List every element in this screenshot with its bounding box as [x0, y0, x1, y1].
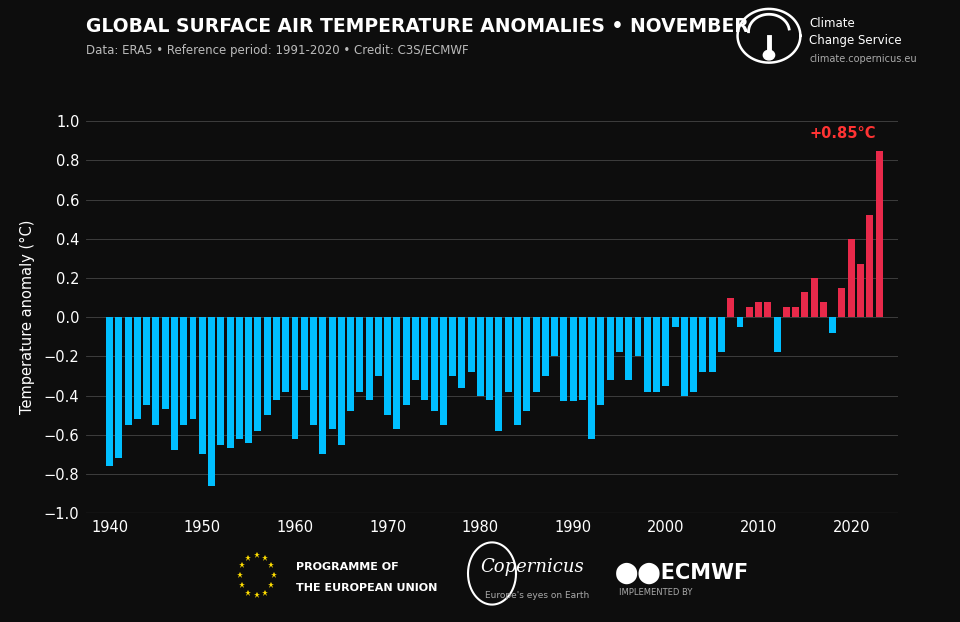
Bar [115, 317, 122, 458]
Bar [468, 317, 474, 372]
Bar [838, 288, 846, 317]
Bar [607, 317, 613, 380]
Bar [440, 317, 446, 425]
Bar [810, 278, 818, 317]
Bar [736, 317, 743, 327]
Bar [672, 317, 679, 327]
Bar [523, 317, 530, 411]
Bar [300, 317, 308, 390]
Bar [718, 317, 725, 353]
Bar [829, 317, 836, 333]
Bar [320, 317, 326, 454]
Bar [161, 317, 169, 409]
Bar [653, 317, 660, 392]
Bar [125, 317, 132, 425]
Bar [171, 317, 178, 450]
Bar [514, 317, 521, 425]
Bar [449, 317, 456, 376]
Text: Copernicus: Copernicus [480, 558, 584, 576]
Bar [690, 317, 697, 392]
Bar [431, 317, 438, 411]
Bar [561, 317, 567, 401]
Bar [394, 317, 400, 429]
Bar [328, 317, 336, 429]
Text: Europe's eyes on Earth: Europe's eyes on Earth [485, 591, 589, 600]
Bar [820, 302, 827, 317]
Bar [282, 317, 289, 392]
Bar [505, 317, 512, 392]
Bar [217, 317, 225, 445]
Y-axis label: Temperature anomaly (°C): Temperature anomaly (°C) [20, 220, 36, 414]
Bar [189, 317, 197, 419]
Bar [774, 317, 780, 353]
Bar [857, 264, 864, 317]
Bar [264, 317, 271, 415]
Bar [199, 317, 205, 454]
Bar [782, 307, 790, 317]
Bar [412, 317, 419, 380]
Bar [273, 317, 280, 399]
Bar [180, 317, 187, 425]
Bar [348, 317, 354, 411]
Text: climate.copernicus.eu: climate.copernicus.eu [809, 54, 917, 64]
Bar [728, 298, 734, 317]
Bar [579, 317, 586, 399]
Text: Climate
Change Service: Climate Change Service [809, 17, 901, 47]
Text: ⬤⬤ECMWF: ⬤⬤ECMWF [614, 563, 749, 584]
Bar [495, 317, 502, 431]
Bar [458, 317, 466, 388]
Bar [153, 317, 159, 425]
Bar [764, 302, 771, 317]
Bar [756, 302, 762, 317]
Bar [644, 317, 651, 392]
Bar [541, 317, 549, 376]
Text: GLOBAL SURFACE AIR TEMPERATURE ANOMALIES • NOVEMBER: GLOBAL SURFACE AIR TEMPERATURE ANOMALIES… [86, 17, 749, 37]
Bar [681, 317, 688, 396]
Bar [403, 317, 410, 406]
Text: PROGRAMME OF: PROGRAMME OF [296, 562, 398, 572]
Bar [254, 317, 261, 431]
Bar [143, 317, 150, 406]
Bar [708, 317, 715, 372]
Bar [477, 317, 484, 396]
Text: Data: ERA5 • Reference period: 1991-2020 • Credit: C3S/ECMWF: Data: ERA5 • Reference period: 1991-2020… [86, 44, 469, 57]
Bar [588, 317, 595, 439]
Bar [107, 317, 113, 466]
Bar [551, 317, 558, 356]
Bar [366, 317, 372, 399]
Bar [421, 317, 428, 399]
Text: IMPLEMENTED BY: IMPLEMENTED BY [619, 588, 692, 596]
Bar [876, 151, 882, 317]
Bar [662, 317, 669, 386]
Bar [746, 307, 753, 317]
Bar [802, 292, 808, 317]
Bar [597, 317, 605, 406]
Bar [569, 317, 577, 401]
Bar [133, 317, 141, 419]
Bar [245, 317, 252, 443]
Text: +0.85°C: +0.85°C [810, 126, 876, 141]
Bar [625, 317, 633, 380]
Bar [792, 307, 799, 317]
Bar [227, 317, 233, 448]
Bar [208, 317, 215, 486]
Text: THE EUROPEAN UNION: THE EUROPEAN UNION [296, 583, 437, 593]
Bar [338, 317, 345, 445]
Bar [866, 215, 874, 317]
Bar [700, 317, 707, 372]
Bar [292, 317, 299, 439]
Bar [486, 317, 493, 399]
Bar [384, 317, 391, 415]
Bar [848, 239, 854, 317]
Bar [375, 317, 382, 376]
Bar [356, 317, 364, 392]
Circle shape [763, 50, 775, 60]
Bar [236, 317, 243, 439]
Bar [616, 317, 623, 353]
Bar [310, 317, 317, 425]
Bar [533, 317, 540, 392]
Bar [635, 317, 641, 356]
